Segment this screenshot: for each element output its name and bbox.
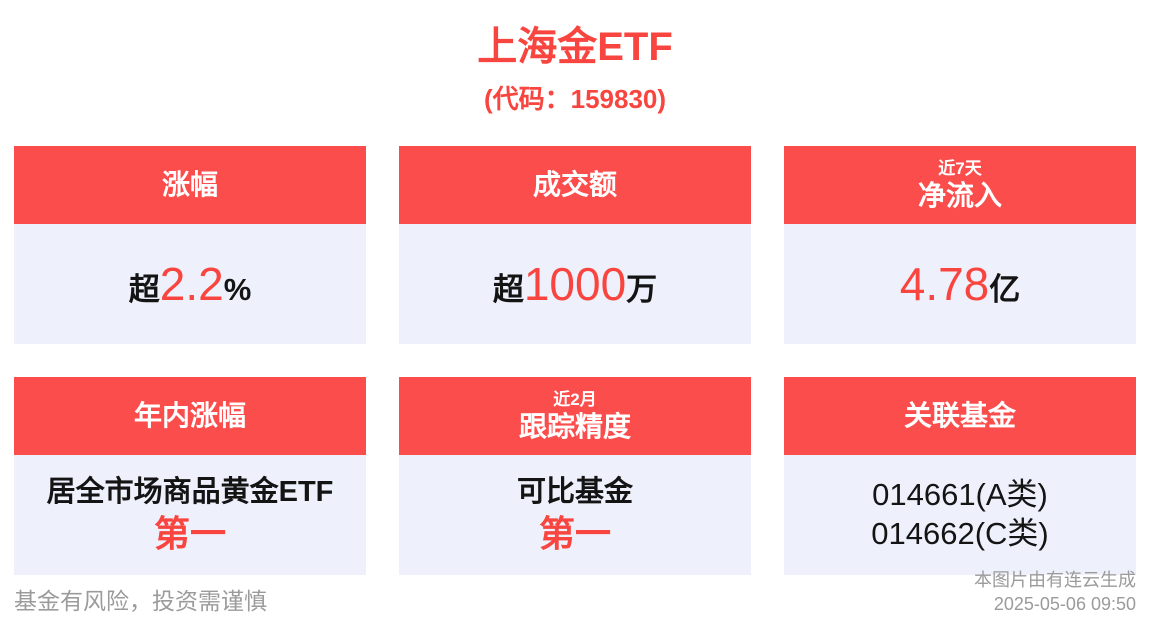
risk-disclaimer: 基金有风险，投资需谨慎 — [14, 588, 267, 614]
value-number: 1000 — [523, 258, 627, 310]
card-price-change-body: 超2.2% — [14, 224, 366, 344]
page-title: 上海金ETF — [477, 25, 673, 69]
card-header-label: 净流入 — [917, 179, 1002, 211]
card-turnover: 成交额 超1000万 — [399, 146, 751, 344]
tracking-rank-value: 第一 — [538, 513, 611, 555]
card-turnover-header: 成交额 — [399, 146, 751, 224]
card-header-period: 近2月 — [553, 390, 597, 410]
value-number: 2.2 — [159, 258, 224, 310]
value-number: 4.78 — [899, 258, 990, 310]
card-ytd-change-body: 居全市场商品黄金ETF 第一 — [14, 455, 366, 575]
card-related-funds: 关联基金 014661(A类) 014662(C类) — [784, 377, 1136, 575]
ytd-rank-scope: 居全市场商品黄金ETF — [46, 475, 334, 508]
card-tracking-precision-header: 近2月 跟踪精度 — [399, 377, 751, 455]
generation-timestamp: 2025-05-06 09:50 — [993, 593, 1136, 614]
card-ytd-change-header: 年内涨幅 — [14, 377, 366, 455]
price-change-value: 超2.2% — [129, 257, 252, 311]
card-related-funds-header: 关联基金 — [784, 377, 1136, 455]
card-net-inflow-header: 近7天 净流入 — [784, 146, 1136, 224]
credit-text: 本图片由有连云生成 — [974, 570, 1136, 591]
card-net-inflow-body: 4.78亿 — [784, 224, 1136, 344]
card-price-change-header: 涨幅 — [14, 146, 366, 224]
net-inflow-value: 4.78亿 — [900, 257, 1021, 311]
card-tracking-precision-body: 可比基金 第一 — [399, 455, 751, 575]
tracking-rank-scope: 可比基金 — [516, 475, 633, 508]
value-suffix: 万 — [626, 272, 658, 307]
title-block: 上海金ETF (代码：159830) — [0, 0, 1150, 116]
footer: 基金有风险，投资需谨慎 本图片由有连云生成 2025-05-06 09:50 — [0, 569, 1150, 632]
card-header-label: 成交额 — [532, 168, 617, 200]
page-subtitle: (代码：159830) — [483, 84, 667, 114]
card-header-label: 年内涨幅 — [133, 399, 246, 431]
card-net-inflow: 近7天 净流入 4.78亿 — [784, 146, 1136, 344]
card-header-period: 近7天 — [938, 159, 982, 179]
turnover-value: 超1000万 — [493, 257, 657, 311]
card-price-change: 涨幅 超2.2% — [14, 146, 366, 344]
fund-code-c: 014662(C类) — [871, 516, 1049, 551]
generation-credit: 本图片由有连云生成 2025-05-06 09:50 — [974, 569, 1136, 616]
fund-code-a: 014661(A类) — [872, 477, 1048, 513]
card-header-label: 涨幅 — [161, 168, 218, 200]
value-suffix: 亿 — [989, 272, 1021, 307]
value-prefix: 超 — [128, 272, 160, 307]
value-prefix: 超 — [492, 272, 524, 307]
card-turnover-body: 超1000万 — [399, 224, 751, 344]
value-suffix: % — [223, 272, 252, 307]
card-related-funds-body: 014661(A类) 014662(C类) — [784, 455, 1136, 575]
ytd-rank-value: 第一 — [153, 513, 226, 555]
card-header-label: 关联基金 — [903, 399, 1016, 431]
card-header-label: 跟踪精度 — [518, 410, 631, 442]
card-ytd-change: 年内涨幅 居全市场商品黄金ETF 第一 — [14, 377, 366, 575]
stats-grid: 涨幅 超2.2% 成交额 超1000万 近7天 净流入 4.78亿 — [0, 146, 1150, 575]
card-tracking-precision: 近2月 跟踪精度 可比基金 第一 — [399, 377, 751, 575]
